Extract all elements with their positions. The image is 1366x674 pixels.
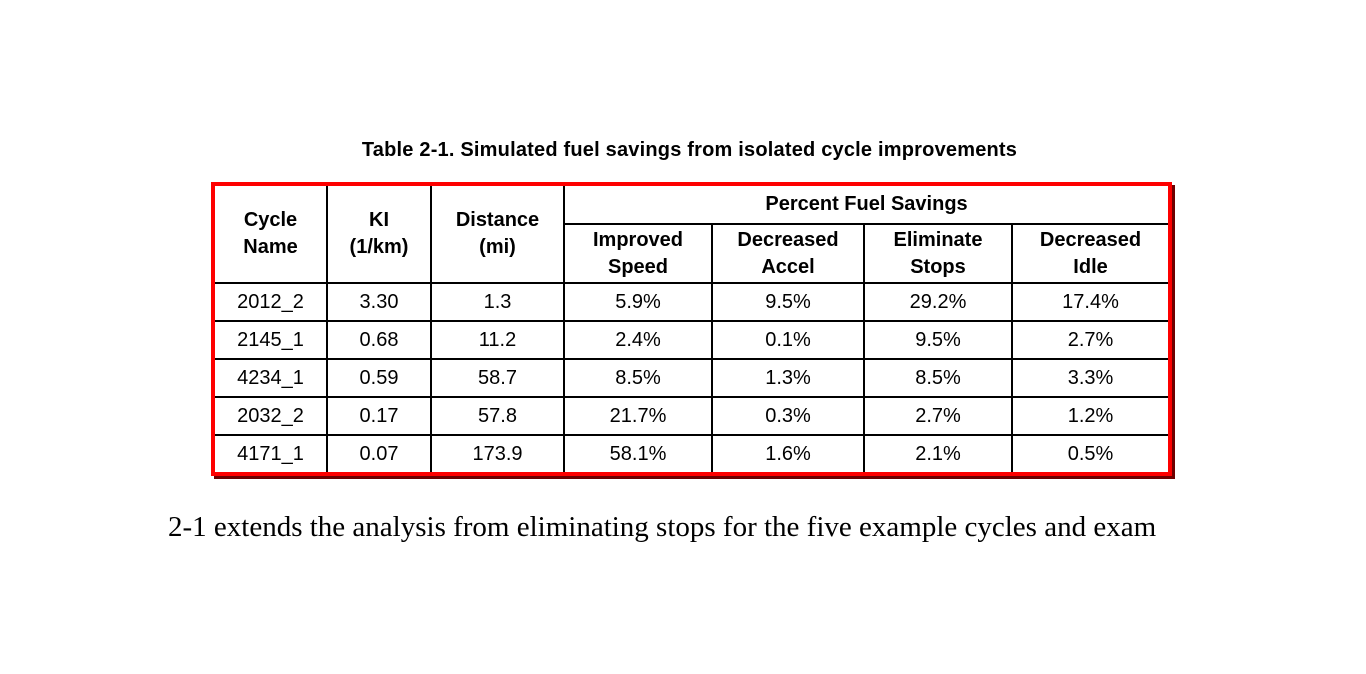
table-cell: 4234_1 (212, 358, 328, 398)
table-cell: 3.3% (1010, 358, 1172, 398)
col-header-decreased-accel: Decreased Accel (711, 223, 865, 284)
table-cell: 2012_2 (212, 282, 328, 322)
table-row: 2012_2 3.30 1.3 5.9% 9.5% 29.2% 17.4% (212, 282, 1172, 322)
table-cell: 21.7% (563, 396, 713, 436)
table-header: Cycle Name KI (1/km) Distance (mi) Perce… (212, 183, 1172, 284)
table-cell: 17.4% (1010, 282, 1172, 322)
table-cell: 0.5% (1010, 434, 1172, 475)
table-cell: 57.8 (430, 396, 565, 436)
table-cell: 4171_1 (212, 434, 328, 475)
table-cell: 1.2% (1010, 396, 1172, 436)
header-row-group: Cycle Name KI (1/km) Distance (mi) Perce… (212, 183, 1172, 284)
table-cell: 11.2 (430, 320, 565, 360)
table-cell: 0.68 (326, 320, 432, 360)
table-cell: 0.1% (711, 320, 865, 360)
table-caption: Table 2-1. Simulated fuel savings from i… (361, 139, 1018, 161)
table-cell: 9.5% (863, 320, 1013, 360)
group-header-percent-fuel-savings: Percent Fuel Savings (562, 183, 1172, 225)
table-cell: 173.9 (430, 434, 565, 475)
col-header-cycle-name: Cycle Name (212, 183, 328, 284)
table-cell: 1.3 (430, 282, 565, 322)
table-cell: 29.2% (863, 282, 1013, 322)
col-header-distance: Distance (mi) (430, 183, 565, 284)
table-row: 4234_1 0.59 58.7 8.5% 1.3% 8.5% 3.3% (212, 358, 1172, 398)
table-cell: 1.6% (711, 434, 865, 475)
header-row-sub: Improved Speed Decreased Accel Eliminate… (213, 223, 1172, 284)
table-cell: 58.1% (563, 434, 713, 475)
col-header-ki: KI (1/km) (326, 183, 432, 284)
table-cell: 2.7% (863, 396, 1013, 436)
table-cell: 2.1% (863, 434, 1013, 475)
table-cell: 8.5% (863, 358, 1013, 398)
table-row: 4171_1 0.07 173.9 58.1% 1.6% 2.1% 0.5% (212, 434, 1172, 475)
col-header-decreased-idle: Decreased Idle (1010, 223, 1172, 284)
table-cell: 5.9% (563, 282, 713, 322)
table-cell: 2.7% (1010, 320, 1172, 360)
table-row: 2145_1 0.68 11.2 2.4% 0.1% 9.5% 2.7% (212, 320, 1172, 360)
body-paragraph: 2-1 extends the analysis from eliminatin… (168, 511, 1157, 543)
fuel-savings-table: Cycle Name KI (1/km) Distance (mi) Perce… (211, 182, 1173, 476)
table-row: 2032_2 0.17 57.8 21.7% 0.3% 2.7% 1.2% (212, 396, 1172, 436)
table-cell: 0.59 (326, 358, 432, 398)
table-cell: 1.3% (711, 358, 865, 398)
table-cell: 8.5% (563, 358, 713, 398)
table-cell: 0.07 (326, 434, 432, 475)
table-cell: 2145_1 (212, 320, 328, 360)
table-cell: 2032_2 (212, 396, 328, 436)
table-cell: 0.3% (711, 396, 865, 436)
table-cell: 58.7 (430, 358, 565, 398)
col-header-eliminate-stops: Eliminate Stops (863, 223, 1013, 284)
table-cell: 2.4% (563, 320, 713, 360)
table-cell: 9.5% (711, 282, 865, 322)
col-header-improved-speed: Improved Speed (563, 223, 713, 284)
table-body: 2012_2 3.30 1.3 5.9% 9.5% 29.2% 17.4% 2145_1 0.6… (212, 282, 1172, 475)
table-cell: 3.30 (326, 282, 432, 322)
table-cell: 0.17 (326, 396, 432, 436)
